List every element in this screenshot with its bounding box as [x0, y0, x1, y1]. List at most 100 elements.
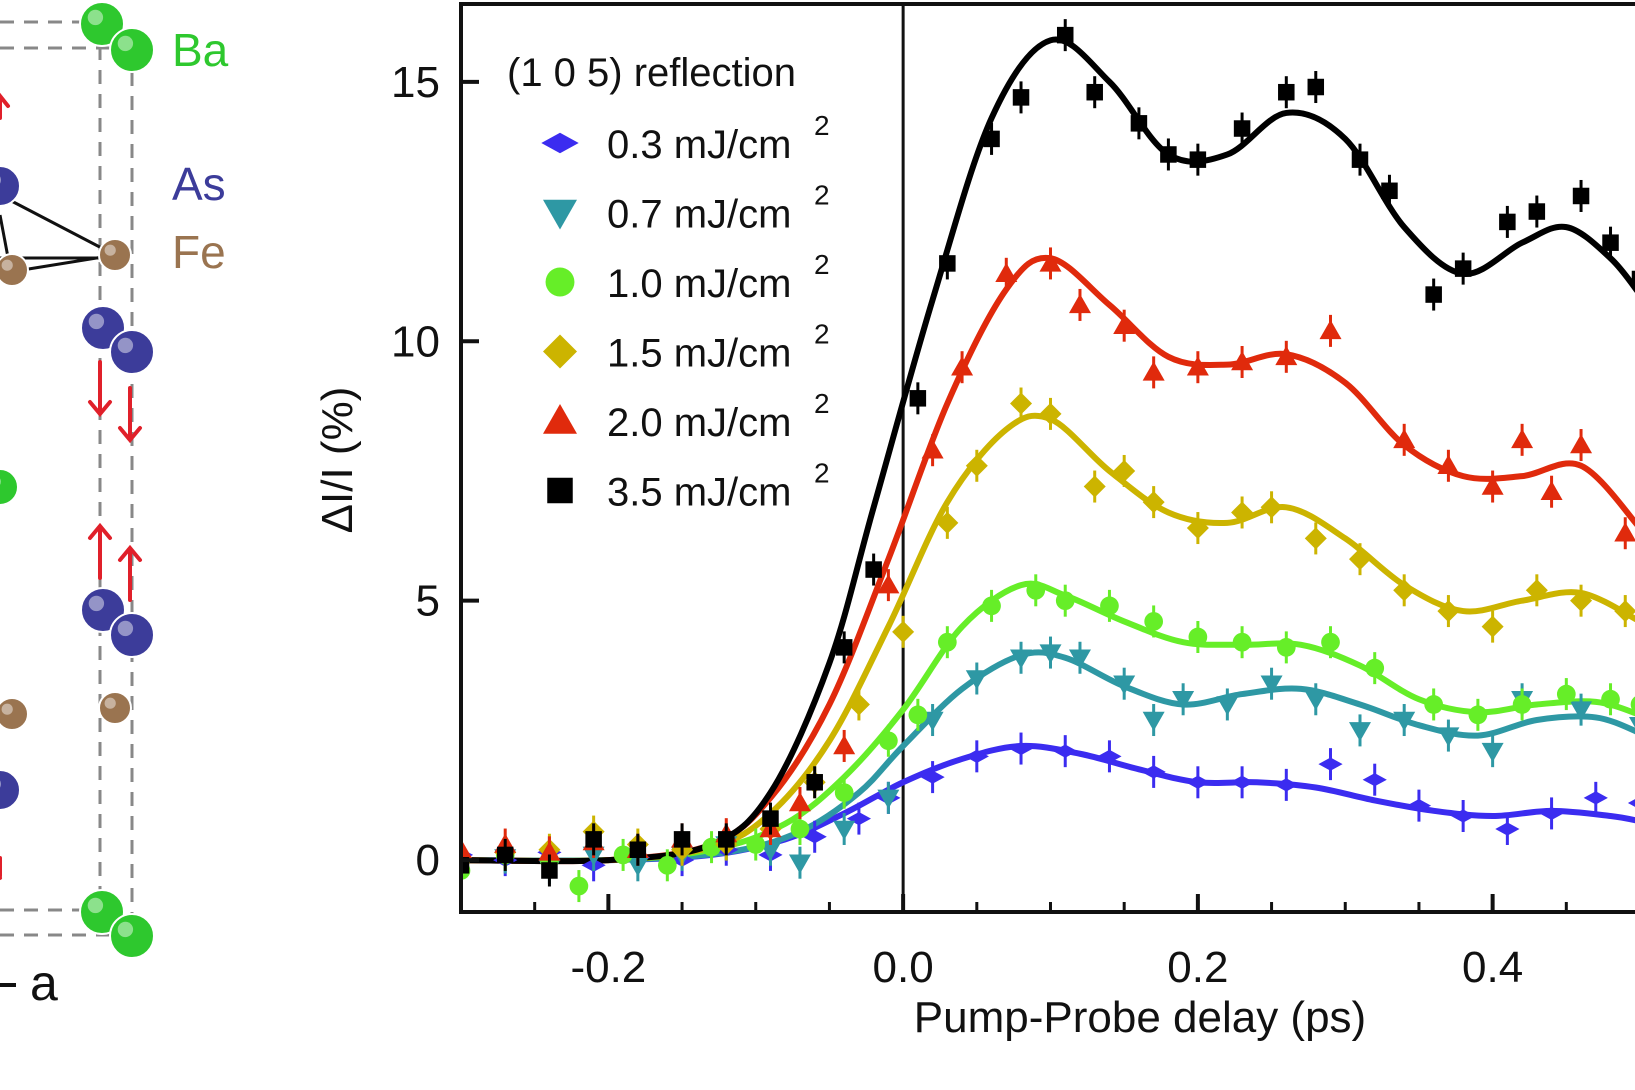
data-point-1 [1039, 644, 1062, 664]
data-point-5 [585, 831, 602, 848]
data-point-4 [1319, 319, 1342, 340]
atom-fe [0, 697, 29, 731]
crystal-structure-diagram: Ba As Fe a [0, 1, 229, 1011]
data-point-2 [1630, 696, 1635, 713]
data-point-2 [1144, 612, 1164, 631]
data-point-4 [1231, 351, 1254, 371]
legend-marker-3 [543, 334, 577, 369]
atom-fe [0, 253, 29, 287]
data-point-2 [569, 876, 589, 896]
data-point-5 [1278, 83, 1295, 101]
data-point-1 [833, 820, 856, 840]
data-point-4 [788, 792, 811, 812]
y-axis-label: ΔI/I (%) [313, 387, 362, 534]
atom-highlight [104, 244, 116, 256]
axes [459, 2, 1635, 914]
atom-highlight [0, 478, 1, 485]
data-point-2 [1365, 658, 1385, 678]
legend-entry-exponent: 2 [814, 110, 830, 141]
data-point-0 [1406, 799, 1432, 813]
atom-highlight [117, 337, 134, 354]
data-point-0 [1053, 744, 1078, 758]
legend-entry-label: 1.5 mJ/cm [607, 332, 791, 376]
data-point-3 [1039, 402, 1062, 425]
data-point-4 [1481, 475, 1504, 495]
data-point-5 [718, 831, 735, 848]
data-point-4 [1570, 434, 1593, 454]
atom-label-fe: Fe [172, 226, 226, 278]
data-point-1 [1437, 727, 1460, 747]
legend-entry-label: 0.3 mJ/cm [607, 123, 791, 167]
fit-curve-2 [461, 580, 1635, 864]
ticks: -0.2 0.0 0.2 0.4 0 5 10 15 [391, 58, 1568, 992]
atom-ba [79, 1, 125, 47]
data-point-3 [1348, 548, 1371, 571]
atom-highlight [88, 313, 105, 330]
atom-ba [0, 468, 19, 506]
atom-fe [98, 691, 132, 725]
data-point-2 [1276, 638, 1296, 657]
data-point-4 [1540, 480, 1563, 500]
data-point-3 [1186, 517, 1209, 540]
data-point-0 [1185, 775, 1210, 789]
data-point-3 [1260, 496, 1283, 519]
data-point-5 [629, 841, 647, 858]
data-point-5 [1602, 234, 1619, 251]
data-point-5 [762, 810, 779, 827]
data-point-4 [1614, 522, 1635, 542]
data-point-2 [1512, 695, 1532, 714]
atom-highlight [0, 780, 1, 788]
atom-highlight [1, 703, 13, 715]
data-point-4 [833, 734, 856, 755]
legend-title: (1 0 5) reflection [507, 51, 796, 95]
data-point-0 [802, 830, 827, 844]
data-point-4 [538, 841, 561, 861]
data-point-2 [1100, 596, 1119, 616]
data-point-5 [1425, 286, 1442, 303]
atom-highlight [87, 9, 104, 26]
data-point-0 [1229, 775, 1255, 789]
data-point-3 [936, 511, 959, 534]
y-tick-label: 0 [416, 836, 440, 885]
atom-label-as: As [172, 158, 226, 210]
data-point-3 [1304, 527, 1327, 550]
data-point-3 [1231, 501, 1254, 524]
data-point-2 [1468, 705, 1488, 725]
data-point-4 [1068, 293, 1091, 314]
data-point-5 [1307, 78, 1325, 96]
data-point-3 [1010, 392, 1033, 415]
data-point-1 [1260, 675, 1283, 695]
data-point-0 [1097, 749, 1122, 763]
data-point-5 [541, 862, 558, 879]
atom-highlight [0, 176, 1, 184]
data-point-1 [1142, 711, 1165, 732]
atom-as [109, 329, 155, 375]
legend-entry-exponent: 2 [814, 180, 830, 211]
atom-highlight [117, 921, 134, 938]
data-point-2 [702, 837, 721, 857]
atom-highlight [117, 620, 134, 637]
legend-marker-0 [541, 132, 579, 154]
atom-fe [98, 238, 132, 272]
data-point-3 [1614, 600, 1635, 623]
chart: -0.2 0.0 0.2 0.4 0 5 10 15 Pump-Probe delay (ps… [313, 2, 1635, 1042]
legend-entry-label: 2.0 mJ/cm [607, 401, 791, 445]
data-point-4 [951, 356, 974, 376]
data-point-5 [865, 561, 882, 578]
data-point-4 [1186, 356, 1209, 376]
atom-ba [109, 27, 155, 73]
data-point-0 [1274, 778, 1299, 792]
atom-as [0, 165, 21, 207]
atom-highlight [88, 595, 105, 612]
data-point-5 [1351, 151, 1369, 168]
data-point-2 [1556, 684, 1576, 704]
atom-label-ba: Ba [172, 24, 229, 76]
data-point-5 [1381, 182, 1398, 200]
data-point-2 [937, 632, 957, 652]
legend-marker-2 [545, 267, 575, 297]
x-tick-label: 0.4 [1462, 943, 1523, 992]
data-point-2 [1601, 689, 1620, 709]
y-tick-label: 10 [391, 317, 440, 366]
data-point-4 [877, 574, 900, 594]
displacement-arrows [0, 92, 142, 880]
